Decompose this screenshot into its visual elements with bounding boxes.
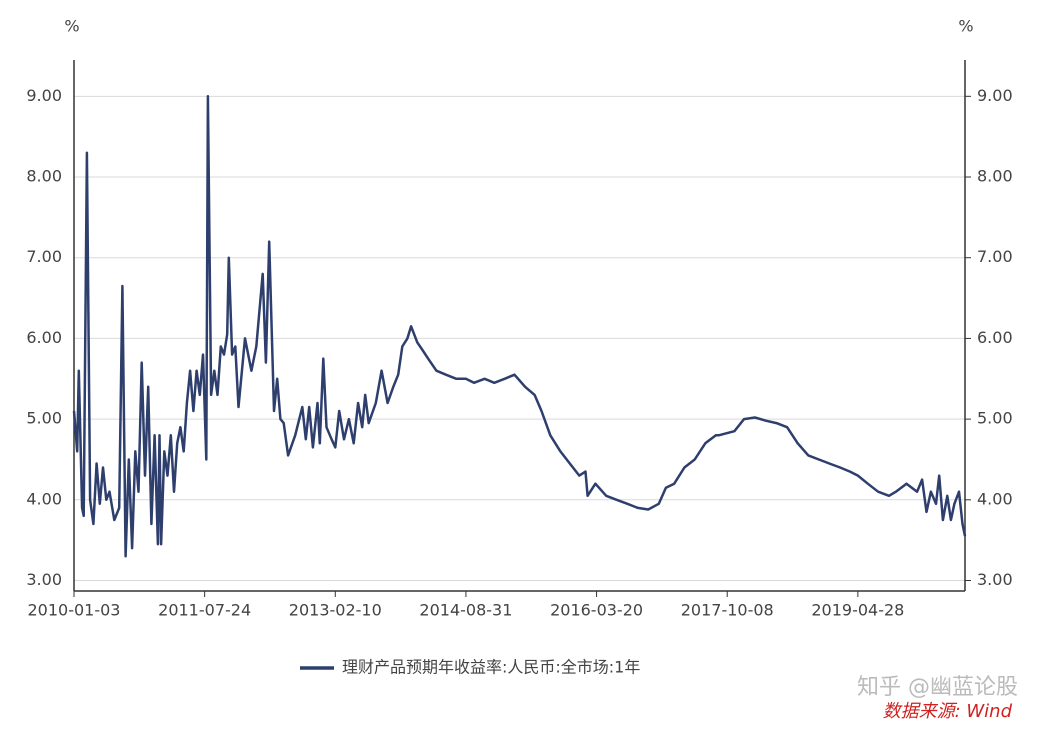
y2-tick-label: 8.00 [977, 167, 1013, 186]
source-note: 数据来源: Wind [883, 701, 1013, 722]
y-tick-label: 7.00 [26, 247, 62, 266]
y2-tick-label: 4.00 [977, 489, 1013, 508]
y-tick-label: 4.00 [26, 489, 62, 508]
x-tick-label: 2010-01-03 [28, 601, 121, 620]
y2-tick-label: 3.00 [977, 570, 1013, 589]
watermark: 知乎 @幽蓝论股 [857, 675, 1018, 700]
y-tick-label: 8.00 [26, 167, 62, 186]
y-tick-label: 5.00 [26, 409, 62, 428]
x-tick-label: 2017-10-08 [681, 601, 774, 620]
y2-unit: % [958, 17, 973, 36]
line-series [72, 95, 967, 558]
y2-tick-label: 9.00 [977, 86, 1013, 105]
legend-label: 理财产品预期年收益率:人民币:全市场:1年 [342, 658, 640, 677]
x-tick-label: 2016-03-20 [550, 601, 643, 620]
x-tick-label: 2011-07-24 [158, 601, 251, 620]
y-tick-label: 9.00 [26, 86, 62, 105]
y-unit: % [64, 17, 79, 36]
y2-tick-label: 7.00 [977, 247, 1013, 266]
y2-tick-label: 5.00 [977, 409, 1013, 428]
x-tick-label: 2014-08-31 [419, 601, 512, 620]
y-tick-label: 6.00 [26, 328, 62, 347]
x-tick-label: 2013-02-10 [289, 601, 382, 620]
x-tick-label: 2019-04-28 [811, 601, 904, 620]
y-tick-label: 3.00 [26, 570, 62, 589]
y2-tick-label: 6.00 [977, 328, 1013, 347]
